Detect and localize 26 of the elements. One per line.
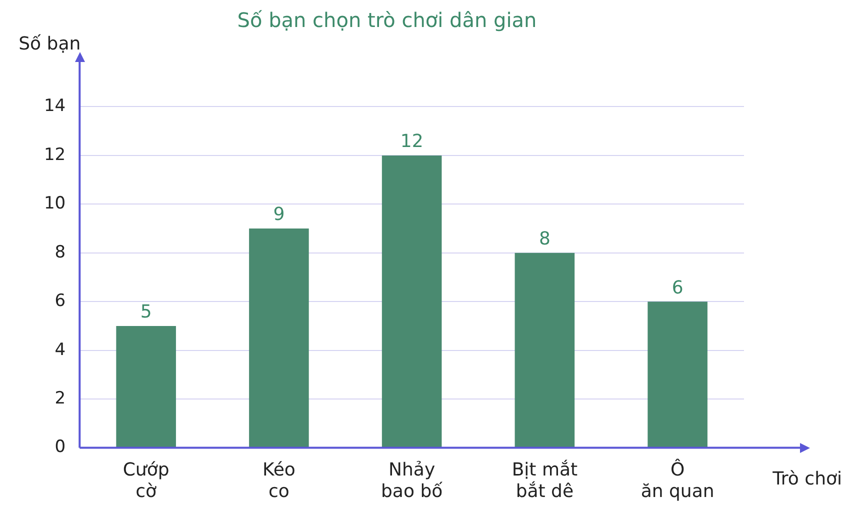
data-label: 8 bbox=[538, 228, 550, 250]
x-tick-label: Cướp cờ bbox=[122, 459, 170, 502]
bar bbox=[249, 228, 309, 448]
y-tick-label: 4 bbox=[54, 340, 66, 360]
data-label: 6 bbox=[672, 277, 684, 298]
bar bbox=[648, 302, 708, 448]
y-axis-title: Số bạn bbox=[18, 34, 81, 55]
y-tick-label: 14 bbox=[44, 96, 66, 116]
chart-title: Số bạn chọn trò chơi dân gian bbox=[237, 8, 537, 32]
y-tick-label: 8 bbox=[54, 242, 66, 262]
x-tick-label: Nhảy bao bố bbox=[380, 459, 443, 502]
x-tick-label: Kéo co bbox=[262, 459, 296, 502]
bar bbox=[116, 326, 176, 448]
bar bbox=[514, 252, 575, 448]
bar bbox=[382, 155, 442, 448]
y-tick-label: 6 bbox=[54, 291, 66, 312]
x-tick-label: Ô ăn quan bbox=[640, 458, 714, 502]
y-tick-label: 0 bbox=[54, 437, 66, 458]
x-tick-label: Bịt mắt bắt dê bbox=[512, 459, 578, 502]
data-label: 5 bbox=[140, 302, 152, 323]
data-label: 9 bbox=[273, 204, 285, 226]
y-tick-label: 2 bbox=[54, 388, 66, 408]
y-tick-label: 12 bbox=[44, 144, 66, 165]
data-label: 12 bbox=[400, 131, 424, 152]
y-tick-label: 10 bbox=[44, 194, 66, 214]
x-axis-title: Trò chơi bbox=[772, 468, 842, 490]
